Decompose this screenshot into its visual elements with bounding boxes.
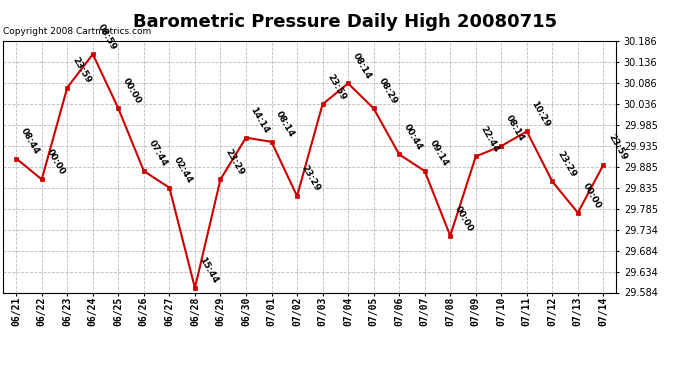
Text: 15:44: 15:44 [198, 256, 220, 285]
Text: 00:44: 00:44 [402, 122, 424, 152]
Text: 23:59: 23:59 [326, 72, 348, 102]
Text: 00:00: 00:00 [453, 204, 475, 233]
Text: 22:44: 22:44 [479, 124, 501, 154]
Text: 23:59: 23:59 [607, 133, 629, 162]
Text: 08:14: 08:14 [351, 51, 373, 81]
Text: 10:29: 10:29 [530, 99, 552, 129]
Text: 02:44: 02:44 [172, 156, 195, 185]
Text: Barometric Pressure Daily High 20080715: Barometric Pressure Daily High 20080715 [133, 13, 557, 31]
Text: 23:29: 23:29 [555, 149, 578, 179]
Text: 00:00: 00:00 [581, 181, 602, 210]
Text: 14:14: 14:14 [249, 105, 271, 135]
Text: 08:14: 08:14 [275, 110, 297, 139]
Text: 08:59: 08:59 [96, 22, 118, 51]
Text: 23:29: 23:29 [224, 147, 246, 177]
Text: 07:44: 07:44 [147, 139, 169, 168]
Text: Copyright 2008 Cartmetrics.com: Copyright 2008 Cartmetrics.com [3, 27, 152, 36]
Text: 00:00: 00:00 [121, 77, 143, 106]
Text: 23:59: 23:59 [70, 56, 92, 85]
Text: 00:00: 00:00 [45, 148, 66, 177]
Text: 08:29: 08:29 [377, 76, 399, 106]
Text: 08:44: 08:44 [19, 126, 41, 156]
Text: 08:14: 08:14 [504, 114, 526, 143]
Text: 23:29: 23:29 [300, 164, 322, 193]
Text: 09:14: 09:14 [428, 139, 450, 168]
